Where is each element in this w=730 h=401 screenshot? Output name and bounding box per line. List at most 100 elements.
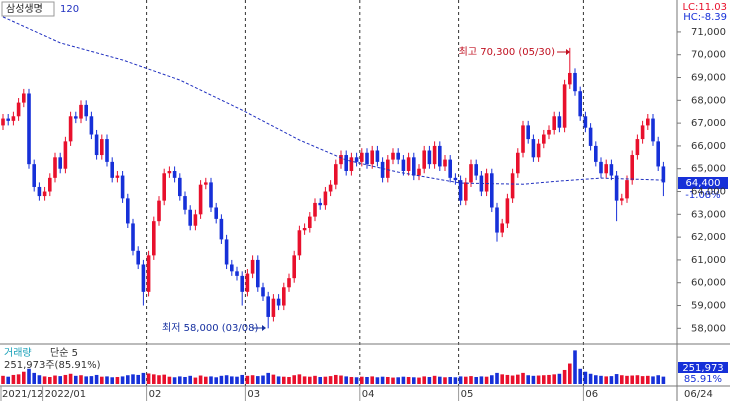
volume-bar (542, 375, 546, 384)
candle-body (552, 116, 556, 130)
volume-bar (521, 372, 525, 384)
candle-body (661, 166, 666, 183)
candle-body (370, 150, 374, 165)
candle-body (526, 125, 530, 140)
candle-body (42, 191, 47, 197)
candle-body (318, 202, 322, 206)
lc-label: LC:11.03 (682, 2, 727, 13)
volume-bar (204, 376, 208, 384)
volume-bar (115, 376, 120, 384)
candle-body (516, 152, 520, 174)
volume-bar (500, 374, 504, 384)
candle-body (365, 152, 369, 165)
volume-bar (599, 375, 603, 384)
volume-bar (167, 376, 172, 384)
candle-body (74, 116, 78, 119)
volume-bar (594, 375, 598, 384)
volume-bar (661, 376, 666, 384)
title-box (1, 1, 55, 17)
volume-bar (552, 374, 556, 384)
x-tick-label: 2022/01 (45, 389, 87, 400)
candle-body (344, 155, 348, 171)
volume-bar (484, 376, 489, 384)
volume-bar (94, 374, 99, 384)
volume-bar (635, 375, 640, 384)
volume-bar (380, 376, 385, 384)
candle-body (588, 127, 593, 146)
volume-bar (89, 376, 94, 384)
change-pct: -1.08% (685, 190, 720, 201)
candle-body (635, 139, 640, 156)
y-tick-label: 65,000 (691, 164, 726, 175)
volume-bar (412, 377, 416, 384)
x-tick-label: 02 (149, 389, 162, 400)
candle-body (432, 145, 437, 165)
candle-body (16, 102, 21, 117)
volume-bar (625, 375, 629, 384)
x-tick-label: 05 (461, 389, 474, 400)
candle-body (22, 93, 26, 103)
volume-bar (630, 375, 634, 384)
volume-bar (84, 376, 88, 384)
candle-body (308, 216, 312, 228)
candle-body (453, 177, 458, 181)
volume-bar (16, 374, 21, 384)
candle-body (266, 296, 270, 317)
volume-bar (131, 374, 135, 384)
candle-body (386, 159, 390, 178)
price-layer (1, 16, 666, 329)
candle-body (63, 141, 68, 169)
volume-bar (172, 377, 177, 384)
candle-body (391, 152, 395, 160)
volume-bar (339, 375, 343, 384)
candle-body (630, 155, 634, 181)
candle-body (640, 125, 645, 140)
volume-bar (261, 375, 265, 384)
volume-bar (469, 376, 473, 384)
volume-bar (178, 376, 182, 384)
candle-body (261, 287, 265, 297)
volume-bar (6, 376, 10, 384)
candle-body (256, 259, 260, 288)
volume-bar (422, 376, 426, 384)
volume-bar (557, 373, 562, 384)
volume-bar (245, 375, 250, 384)
candle-body (438, 145, 442, 167)
candle-body (406, 157, 411, 171)
candle-body (94, 134, 99, 156)
volume-bar (448, 376, 452, 384)
volume-bar (276, 376, 281, 384)
candle-body (599, 161, 603, 174)
volume-bar (578, 368, 582, 384)
candle-body (1, 118, 5, 126)
candle-body (323, 191, 328, 206)
volume-bar (141, 372, 146, 384)
volume-bar (53, 375, 57, 384)
candle-body (313, 202, 317, 217)
volume-bar (157, 375, 161, 384)
candle-body (48, 177, 52, 192)
volume-summary: 251,973주(85.91%) (4, 360, 101, 371)
volume-bar (11, 374, 16, 384)
candle-body (157, 200, 161, 222)
candle-body (37, 186, 42, 197)
x-tick-label: 06/24 (684, 389, 713, 400)
candle-body (417, 168, 421, 176)
x-tick-label: 03 (247, 389, 260, 400)
volume-bar (396, 377, 400, 384)
candle-body (422, 150, 426, 169)
volume-bar (266, 372, 270, 384)
candle-body (583, 116, 588, 128)
volume-bar (271, 374, 276, 384)
last-price: 64,400 (686, 178, 721, 189)
volume-bar (152, 374, 156, 384)
volume-bar (328, 376, 333, 384)
volume-bar (42, 376, 47, 384)
candle-body (500, 223, 504, 233)
volume-bar (74, 375, 78, 384)
candle-body (105, 139, 109, 162)
volume-last-box (678, 362, 728, 373)
candle-body (464, 182, 468, 201)
volume-bar (27, 368, 31, 384)
